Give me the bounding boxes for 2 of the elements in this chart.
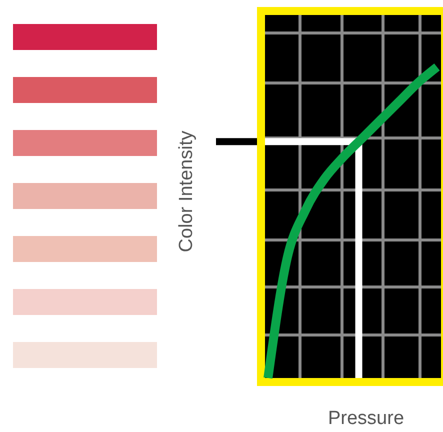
x-axis-title: Pressure — [328, 408, 404, 429]
y-axis-title: Color Intensity — [176, 130, 197, 252]
